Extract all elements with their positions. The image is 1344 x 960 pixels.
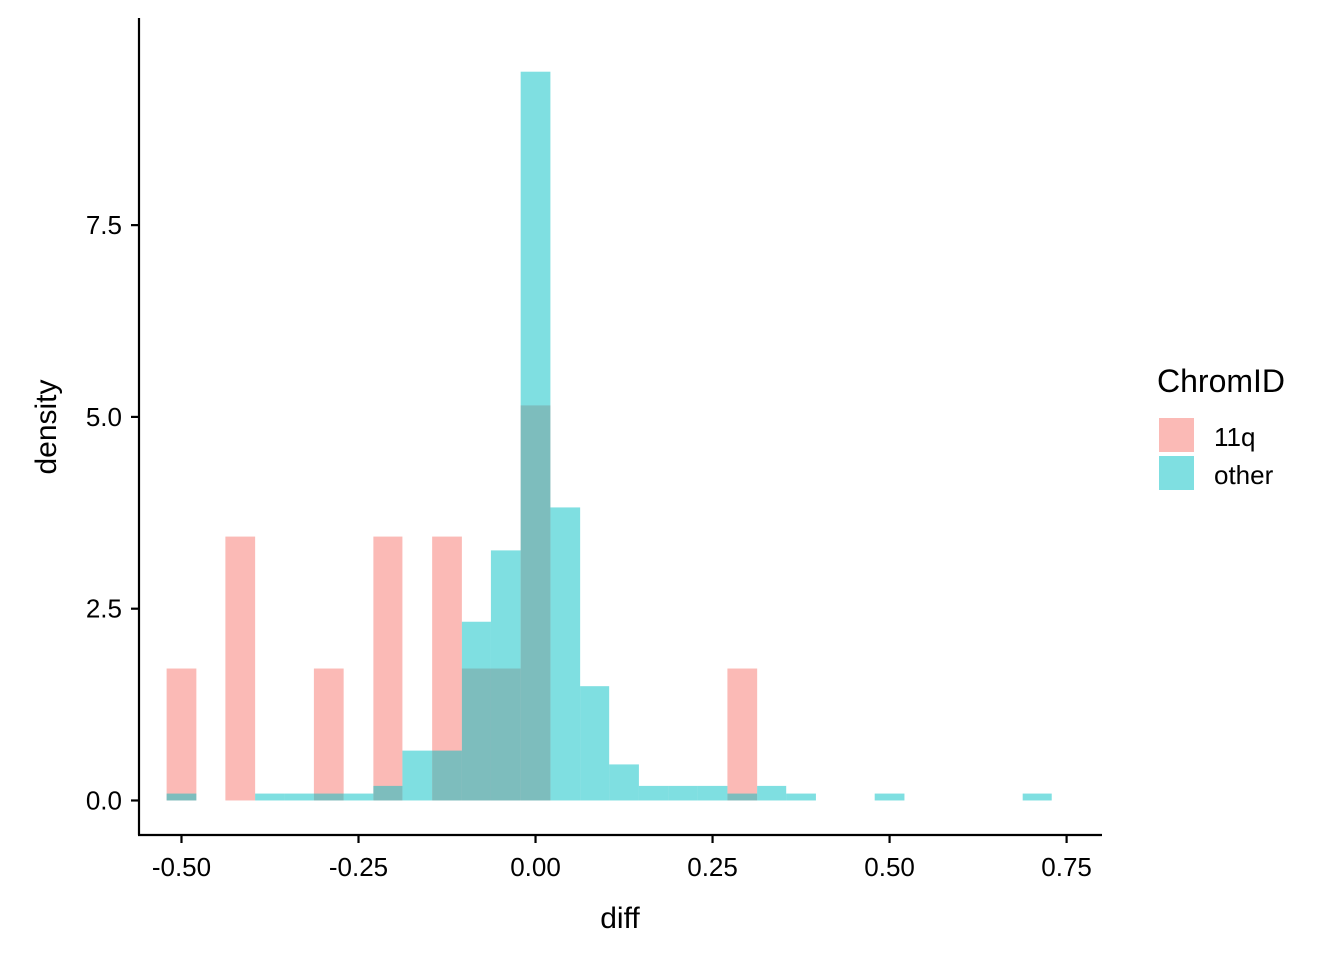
legend: ChromID 11q other <box>1157 363 1285 490</box>
legend-key-11q <box>1159 418 1194 452</box>
bar-other-6 <box>343 793 374 801</box>
x-tick-label: -0.25 <box>329 852 388 882</box>
bar-other-10 <box>461 621 491 801</box>
bar-other-20 <box>757 785 787 801</box>
bar-other-24 <box>874 793 905 801</box>
x-tick-label: 0.25 <box>687 852 738 882</box>
bar-other-17 <box>668 785 698 801</box>
bar-other-9 <box>432 750 462 801</box>
x-tick-label: 0.75 <box>1041 852 1092 882</box>
y-axis-title: density <box>30 379 63 474</box>
legend-label-other: other <box>1214 460 1274 490</box>
x-tick-label: 0.50 <box>864 852 915 882</box>
series-other-bars <box>166 71 1052 801</box>
y-tick-label: 0.0 <box>86 785 122 815</box>
bar-other-4 <box>284 793 314 801</box>
bar-11q-19 <box>727 668 758 801</box>
bar-other-3 <box>255 793 285 801</box>
bar-other-21 <box>786 793 816 801</box>
bar-other-8 <box>402 750 433 801</box>
bar-other-18 <box>697 785 728 801</box>
y-tick-label: 7.5 <box>86 210 122 240</box>
x-tick-label: -0.50 <box>152 852 211 882</box>
x-tick-label: 0.00 <box>510 852 561 882</box>
bar-other-15 <box>609 764 639 801</box>
y-tick-label: 5.0 <box>86 402 122 432</box>
bar-other-13 <box>550 507 581 801</box>
y-axis-ticks: 0.0 2.5 5.0 7.5 <box>86 210 139 815</box>
bar-other-12 <box>520 71 551 801</box>
bar-other-16 <box>638 785 669 801</box>
x-axis-title: diff <box>600 902 640 935</box>
bar-other-29 <box>1022 793 1052 801</box>
bar-11q-0 <box>166 668 197 801</box>
y-tick-label: 2.5 <box>86 594 122 624</box>
bar-other-14 <box>580 686 610 801</box>
bar-other-11 <box>490 550 521 801</box>
bar-other-5 <box>313 793 344 801</box>
legend-label-11q: 11q <box>1214 422 1255 452</box>
bar-11q-7 <box>373 536 403 801</box>
bar-other-7 <box>373 785 403 801</box>
bar-other-19 <box>727 793 758 801</box>
x-axis-ticks: -0.50 -0.25 0.00 0.25 0.50 0.75 <box>152 835 1092 882</box>
bar-other-0 <box>166 793 197 801</box>
bar-11q-2 <box>225 536 256 801</box>
bar-11q-5 <box>313 668 344 801</box>
legend-title: ChromID <box>1157 363 1285 399</box>
series-11q-bars <box>166 405 758 801</box>
legend-key-other <box>1159 456 1194 490</box>
